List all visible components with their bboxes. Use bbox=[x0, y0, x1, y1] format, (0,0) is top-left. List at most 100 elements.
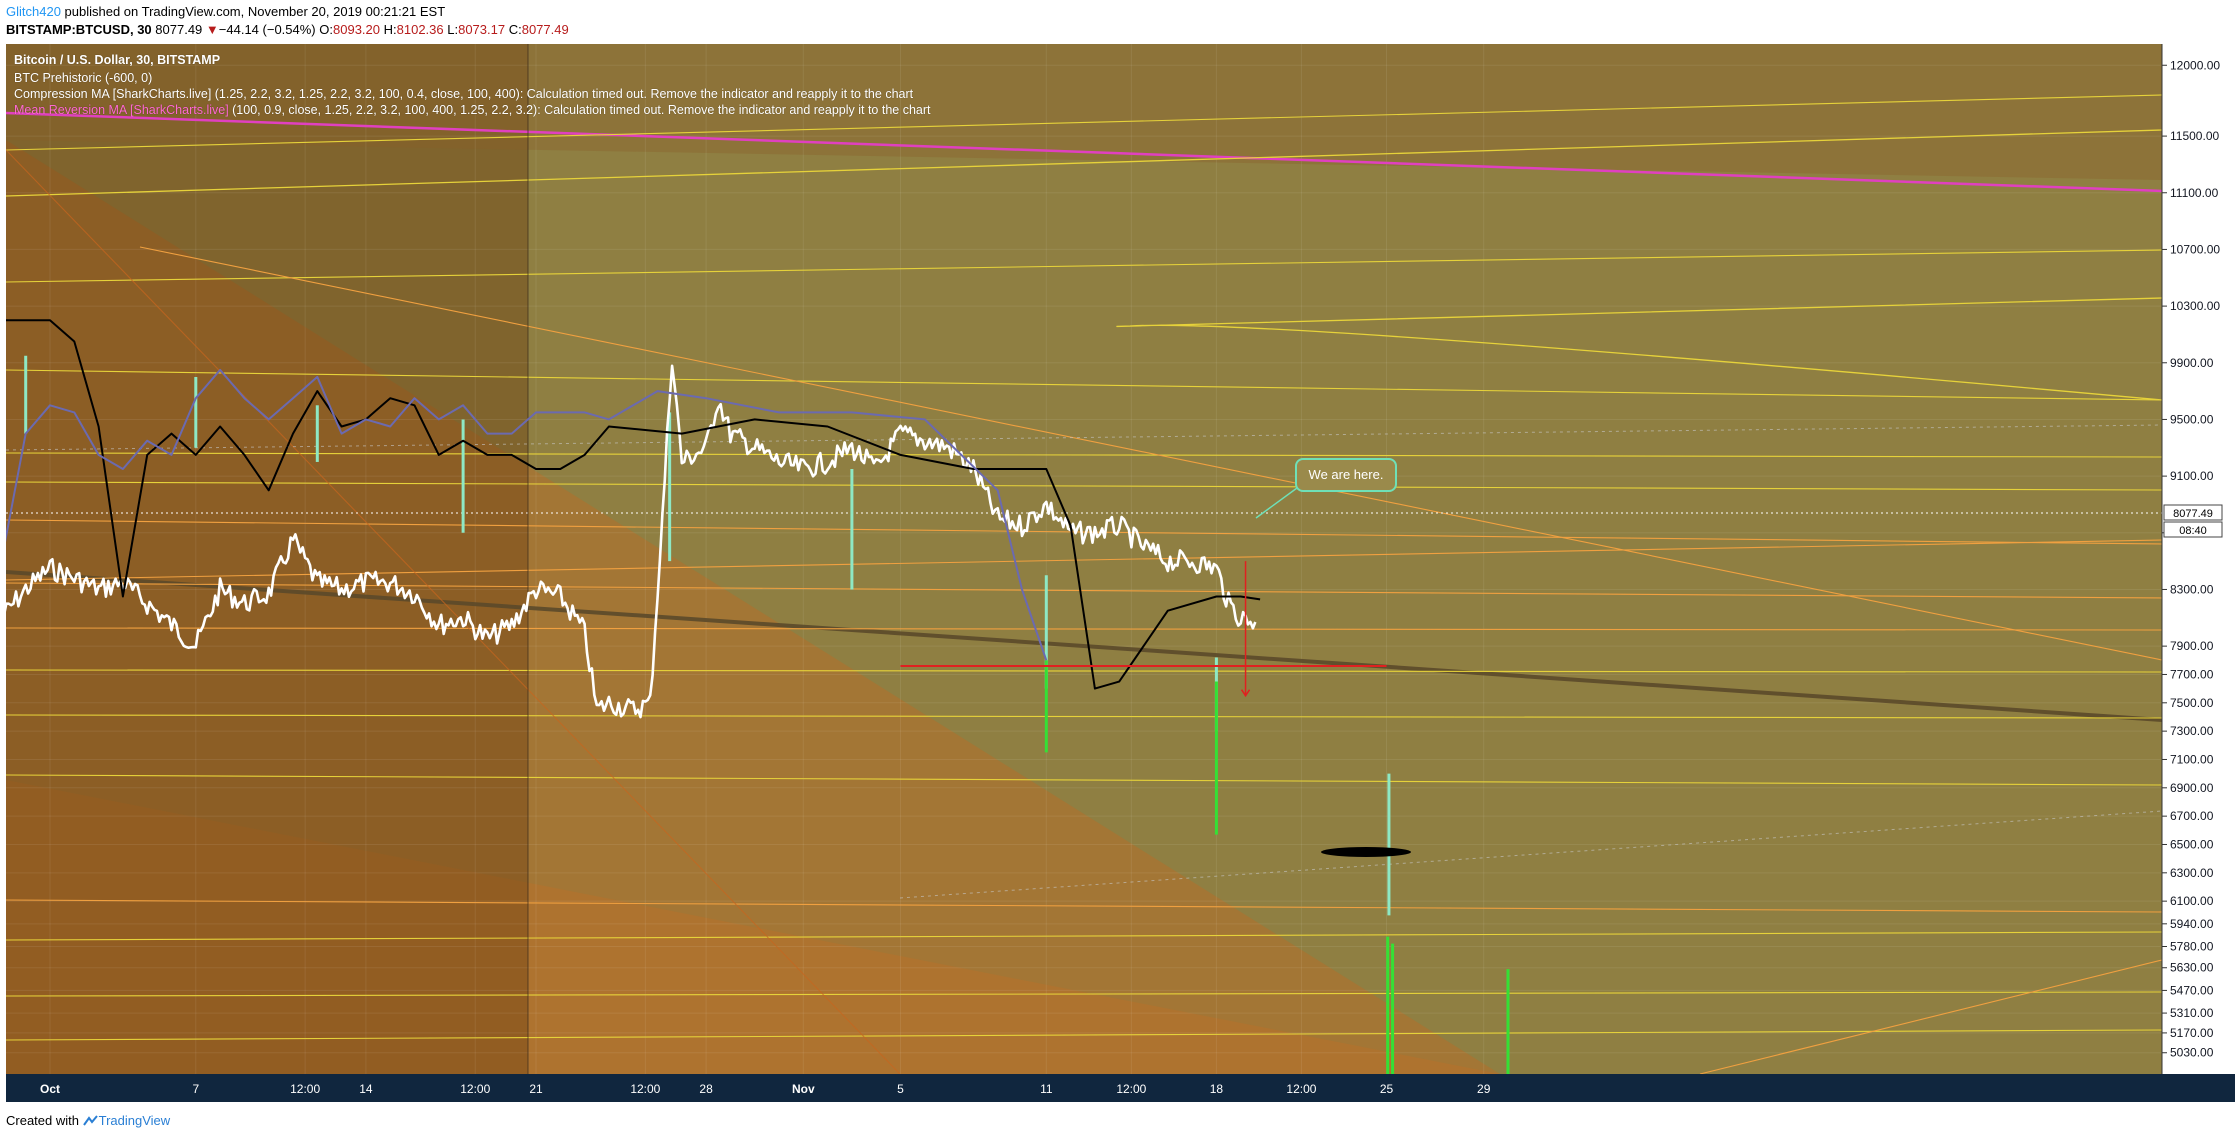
orange-line-1 bbox=[6, 519, 2162, 545]
x-tick-label: 18 bbox=[1210, 1082, 1224, 1096]
orange-lower-zone bbox=[6, 780, 1500, 1074]
annotations bbox=[900, 487, 1411, 857]
gray-dotted-upper bbox=[6, 424, 2162, 451]
left-dark-zone bbox=[6, 44, 528, 1074]
y-tick-label: 6300.00 bbox=[2170, 866, 2214, 880]
yellow-line-6 bbox=[6, 481, 2162, 491]
callout-pointer bbox=[1255, 487, 1298, 519]
gray-dotted-lower bbox=[899, 810, 2162, 899]
y-tick-label: 6700.00 bbox=[2170, 809, 2214, 823]
tradingview-link[interactable]: TradingView bbox=[98, 1113, 171, 1128]
tradingview-logo-icon bbox=[82, 1115, 98, 1126]
y-tick-label: 5310.00 bbox=[2170, 1006, 2214, 1020]
x-tick-label: 12:00 bbox=[1116, 1082, 1146, 1096]
legend-prehistoric[interactable]: BTC Prehistoric (-600, 0) bbox=[14, 71, 153, 85]
yellow-line-7 bbox=[6, 669, 2162, 673]
price-axis-labels: 12000.00 11500.00 11100.00 10700.00 10300.00… bbox=[2162, 58, 2220, 1060]
x-tick-label: 7 bbox=[192, 1082, 199, 1096]
orange-line-3 bbox=[6, 627, 2162, 631]
yellow-line-2 bbox=[6, 94, 2162, 151]
symbol-label: BITSTAMP:BTCUSD, 30 bbox=[6, 22, 152, 37]
x-tick-label: 28 bbox=[699, 1082, 713, 1096]
open-value: 8093.20 bbox=[333, 22, 380, 37]
y-tick-label: 10300.00 bbox=[2170, 299, 2220, 313]
price-tag-box bbox=[2163, 504, 2223, 521]
we-are-here-callout: We are here. bbox=[1295, 458, 1397, 492]
low-label: L: bbox=[447, 22, 459, 37]
published-text: published on TradingView.com, November 2… bbox=[60, 4, 446, 19]
legend-compression-ma[interactable]: Compression MA [SharkCharts.live] (1.25,… bbox=[14, 87, 914, 101]
y-tick-label: 6900.00 bbox=[2170, 781, 2214, 795]
x-tick-label: 12:00 bbox=[290, 1082, 320, 1096]
close-value: 8077.49 bbox=[521, 22, 569, 37]
mean-reversion-rest: (100, 0.9, close, 1.25, 2.2, 3.2, 100, 4… bbox=[228, 103, 931, 117]
series-group bbox=[6, 319, 1261, 719]
price-tag-value: 8077.49 bbox=[2173, 508, 2213, 520]
x-tick-label: 14 bbox=[359, 1082, 373, 1096]
x-tick-label: 29 bbox=[1477, 1082, 1491, 1096]
y-tick-label: 12000.00 bbox=[2170, 58, 2220, 72]
yellow-line-1 bbox=[6, 129, 2162, 197]
yellow-line-10 bbox=[6, 931, 2162, 941]
red-arrow-head bbox=[1240, 689, 1251, 698]
y-tick-label: 9900.00 bbox=[2170, 356, 2214, 370]
change-down-icon: ▼ bbox=[205, 22, 219, 37]
yellow-parabola bbox=[1116, 297, 2162, 401]
orange-line-6 bbox=[139, 246, 2162, 661]
y-tick-label: 7300.00 bbox=[2170, 724, 2214, 738]
y-tick-label: 6100.00 bbox=[2170, 894, 2214, 908]
y-tick-label: 7700.00 bbox=[2170, 667, 2214, 681]
high-value: 8102.36 bbox=[396, 22, 444, 37]
volume-bars bbox=[24, 355, 1510, 1074]
yellow-line-4 bbox=[6, 369, 2162, 401]
high-label: H: bbox=[383, 22, 397, 37]
x-tick-label: 12:00 bbox=[460, 1082, 490, 1096]
yellow-line-11 bbox=[6, 991, 2162, 997]
price-axis-bg[interactable] bbox=[2162, 44, 2235, 1074]
y-tick-label: 5030.00 bbox=[2170, 1046, 2214, 1060]
y-tick-label: 9500.00 bbox=[2170, 412, 2214, 426]
mean-reversion-name: Mean Reversion MA [SharkCharts.live] bbox=[14, 103, 229, 117]
y-tick-label: 5170.00 bbox=[2170, 1026, 2214, 1040]
legend-mean-reversion-ma[interactable]: Mean Reversion MA [SharkCharts.live] (10… bbox=[14, 103, 931, 117]
yellow-line-9 bbox=[6, 774, 2162, 786]
y-tick-label: 11100.00 bbox=[2170, 186, 2219, 200]
x-tick-label: 21 bbox=[529, 1082, 543, 1096]
x-tick-label: 25 bbox=[1380, 1082, 1394, 1096]
low-value: 8073.17 bbox=[458, 22, 506, 37]
x-tick-label: Oct bbox=[40, 1082, 60, 1096]
orange-line-7 bbox=[1699, 959, 2162, 1074]
y-tick-label: 7900.00 bbox=[2170, 639, 2214, 653]
orange-wedge-zone bbox=[6, 140, 1500, 1074]
x-tick-label: Nov bbox=[792, 1082, 815, 1096]
chart-title-legend: Bitcoin / U.S. Dollar, 30, BITSTAMP bbox=[14, 53, 221, 67]
x-tick-label: 5 bbox=[897, 1082, 904, 1096]
orange-line-4 bbox=[6, 899, 2162, 913]
yellow-line-5 bbox=[6, 452, 2162, 458]
y-tick-label: 5780.00 bbox=[2170, 939, 2214, 953]
publisher-link[interactable]: Glitch420 bbox=[6, 4, 61, 19]
last-price: 8077.49 bbox=[155, 22, 203, 37]
price-tag: 8077.49 08:40 bbox=[2163, 504, 2223, 538]
series-ma-purple bbox=[6, 368, 1048, 661]
open-label: O: bbox=[319, 22, 333, 37]
publish-info: Glitch420 published on TradingView.com, … bbox=[6, 4, 445, 19]
created-with-label: Created with bbox=[6, 1113, 79, 1128]
x-tick-label: 11 bbox=[1040, 1082, 1053, 1096]
series-btcusd bbox=[6, 364, 1257, 719]
y-tick-label: 11500.00 bbox=[2170, 129, 2219, 143]
y-tick-label: 9100.00 bbox=[2170, 469, 2214, 483]
y-tick-label: 5470.00 bbox=[2170, 983, 2214, 997]
black-ellipse-marker bbox=[1321, 847, 1411, 857]
yellow-line-8 bbox=[6, 714, 2162, 719]
footer: Created with TradingView bbox=[6, 1113, 170, 1128]
x-tick-label: 12:00 bbox=[1286, 1082, 1316, 1096]
grid bbox=[6, 44, 2162, 1074]
y-tick-label: 7100.00 bbox=[2170, 752, 2214, 766]
magenta-line bbox=[6, 111, 2162, 193]
series-ma-black bbox=[6, 319, 1261, 690]
y-tick-label: 10700.00 bbox=[2170, 242, 2220, 256]
countdown-box bbox=[2163, 521, 2223, 538]
time-axis-bg[interactable] bbox=[6, 1074, 2235, 1102]
